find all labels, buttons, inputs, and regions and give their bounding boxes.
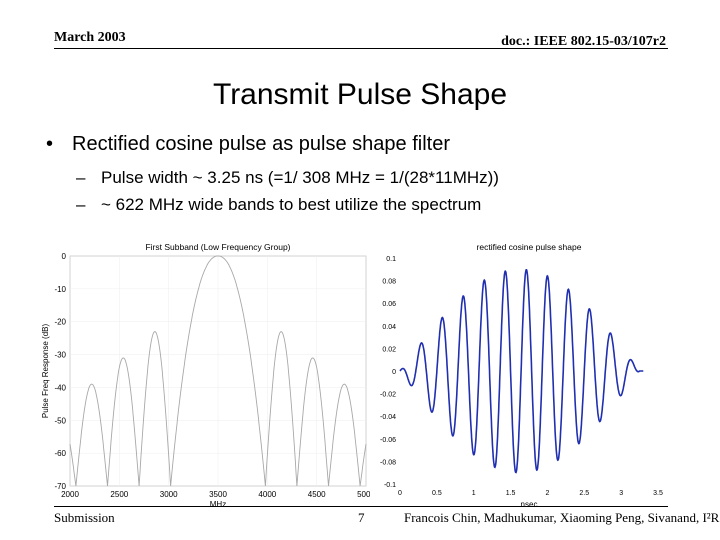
x-axis-label: nsec xyxy=(521,500,538,509)
y-axis-label: Pulse Freq Response (dB) xyxy=(41,324,50,419)
footer-submission: Submission xyxy=(54,510,115,525)
y-tick-label: 0.02 xyxy=(382,346,396,353)
y-tick-label: -20 xyxy=(54,318,66,327)
pulse-shape-chart: rectified cosine pulse shape 0.1 0.08 0.06… xyxy=(380,242,663,509)
sub-bullet-text-1: Pulse width ~ 3.25 ns (=1/ 308 MHz = 1/(… xyxy=(101,168,499,187)
footer-authors: Francois Chin, Madhukumar, Xiaoming Peng… xyxy=(404,510,720,525)
y-tick-label: -0.1 xyxy=(384,482,396,489)
x-tick-label: 4500 xyxy=(308,490,326,499)
x-tick-label: 3000 xyxy=(160,490,178,499)
y-tick-label: 0.04 xyxy=(382,324,396,331)
x-tick-label: 5000 xyxy=(357,490,370,499)
x-tick-label: 1 xyxy=(472,490,476,497)
y-tick-label: -10 xyxy=(54,285,66,294)
x-tick-label: 2000 xyxy=(61,490,79,499)
y-tick-label: 0.06 xyxy=(382,301,396,308)
x-tick-label: 0 xyxy=(398,490,402,497)
chart-title: rectified cosine pulse shape xyxy=(477,242,582,252)
header-date: March 2003 xyxy=(54,30,126,45)
x-tick-label: 3500 xyxy=(209,490,227,499)
footer-page-number: 7 xyxy=(358,510,365,525)
x-axis-label: MHz xyxy=(210,500,226,509)
footer-rule xyxy=(54,506,668,507)
y-tick-label: 0 xyxy=(392,369,396,376)
y-tick-label: -0.02 xyxy=(380,392,396,399)
header-rule xyxy=(54,48,668,49)
x-tick-label: 4000 xyxy=(258,490,276,499)
bullet-text: Rectified cosine pulse as pulse shape fi… xyxy=(72,133,450,155)
y-tick-label: -30 xyxy=(54,351,66,360)
x-tick-label: 2 xyxy=(545,490,549,497)
x-tick-label: 3.5 xyxy=(653,490,663,497)
y-tick-label: 0.1 xyxy=(386,256,396,263)
sub-bullet-dash: – xyxy=(76,195,86,214)
x-tick-label: 3 xyxy=(619,490,623,497)
y-tick-label: -0.06 xyxy=(380,437,396,444)
y-tick-label: -60 xyxy=(54,449,66,458)
y-tick-label: 0 xyxy=(62,252,67,261)
pulse-waveform xyxy=(399,269,644,474)
sub-bullet-dash: – xyxy=(76,168,86,187)
y-tick-label: -50 xyxy=(54,416,66,425)
x-tick-label: 1.5 xyxy=(506,490,516,497)
y-tick-label: -0.04 xyxy=(380,414,396,421)
x-tick-label: 2500 xyxy=(110,490,128,499)
y-tick-label: -40 xyxy=(54,383,66,392)
y-tick-label: 0.08 xyxy=(382,279,396,286)
slide-title: Transmit Pulse Shape xyxy=(212,78,508,111)
freq-response-chart: First Subband (Low Frequency Group) 0 -10… xyxy=(41,242,370,509)
y-tick-label: -70 xyxy=(54,482,66,491)
y-tick-label: -0.08 xyxy=(380,459,396,466)
sub-bullet-text-2: ~ 622 MHz wide bands to best utilize the… xyxy=(101,195,482,214)
bullet-marker: • xyxy=(46,133,54,155)
chart-title: First Subband (Low Frequency Group) xyxy=(145,242,290,252)
x-tick-label: 0.5 xyxy=(432,490,442,497)
freq-response-line xyxy=(69,255,367,487)
header-doc-id: doc.: IEEE 802.15-03/107r2 xyxy=(501,34,666,49)
x-tick-label: 2.5 xyxy=(579,490,589,497)
